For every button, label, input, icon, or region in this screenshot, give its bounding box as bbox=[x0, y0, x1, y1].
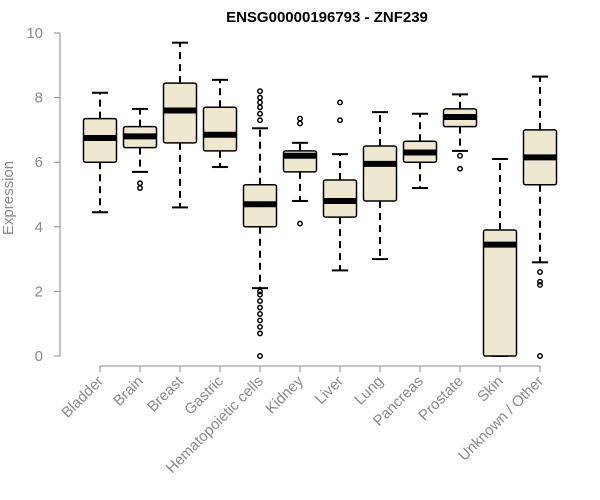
box-group bbox=[482, 157, 518, 357]
outlier-point bbox=[257, 298, 263, 305]
boxes-layer bbox=[82, 41, 558, 359]
outlier-point bbox=[257, 99, 263, 106]
outlier-point bbox=[297, 115, 303, 122]
outlier-point bbox=[297, 220, 303, 227]
x-tick-label: Liver bbox=[312, 373, 347, 408]
y-tick-label: 2 bbox=[35, 283, 43, 300]
outlier-point bbox=[137, 185, 143, 191]
outlier-point bbox=[297, 120, 303, 127]
outlier-point bbox=[537, 353, 543, 359]
outlier-point bbox=[537, 269, 543, 275]
outlier-point bbox=[257, 330, 263, 337]
outlier-point bbox=[257, 94, 263, 101]
outlier-point bbox=[337, 99, 343, 106]
y-tick-label: 0 bbox=[35, 348, 43, 365]
y-tick-label: 6 bbox=[35, 154, 43, 171]
box bbox=[362, 145, 398, 202]
outlier-point bbox=[537, 278, 543, 285]
box-group bbox=[362, 111, 398, 261]
outlier-point bbox=[257, 323, 263, 330]
outlier-point bbox=[537, 281, 543, 288]
y-tick-label: 8 bbox=[35, 90, 43, 107]
box-group bbox=[522, 75, 558, 359]
outlier-point bbox=[257, 88, 263, 95]
y-axis: 0 2 4 6 8 10 bbox=[26, 25, 61, 365]
box-group bbox=[442, 93, 478, 172]
outlier-point bbox=[257, 317, 263, 324]
box bbox=[482, 229, 518, 357]
y-tick-label: 4 bbox=[35, 219, 43, 236]
outlier-point bbox=[137, 180, 143, 187]
outlier-point bbox=[257, 291, 263, 298]
x-tick-label: Prostate bbox=[415, 373, 467, 425]
box-group bbox=[282, 115, 318, 227]
box-group bbox=[322, 99, 358, 272]
outlier-point bbox=[257, 104, 263, 111]
chart-title: ENSG00000196793 - ZNF239 bbox=[226, 9, 428, 26]
x-tick-label: Brain bbox=[110, 373, 147, 410]
outlier-point bbox=[257, 110, 263, 117]
box-group bbox=[122, 107, 158, 191]
box-group bbox=[162, 41, 198, 209]
y-axis-label: Expression bbox=[0, 161, 17, 235]
x-tick-label: Skin bbox=[474, 373, 507, 406]
outlier-point bbox=[257, 304, 263, 311]
x-tick-label: Bladder bbox=[58, 373, 107, 422]
box-group bbox=[242, 88, 278, 359]
outlier-point bbox=[257, 311, 263, 317]
outlier-point bbox=[257, 288, 263, 295]
x-tick-label: Breast bbox=[144, 372, 187, 415]
outlier-point bbox=[457, 152, 463, 159]
x-tick-label: Kidney bbox=[262, 372, 307, 417]
box-group bbox=[82, 91, 118, 214]
y-tick-label: 10 bbox=[26, 25, 43, 42]
box bbox=[202, 106, 238, 152]
box-group bbox=[202, 78, 238, 169]
outlier-point bbox=[457, 165, 463, 172]
outlier-point bbox=[337, 117, 343, 124]
box-group bbox=[402, 112, 438, 190]
x-tick-label: Lung bbox=[351, 373, 387, 409]
outlier-point bbox=[257, 117, 263, 124]
outlier-point bbox=[257, 353, 263, 359]
